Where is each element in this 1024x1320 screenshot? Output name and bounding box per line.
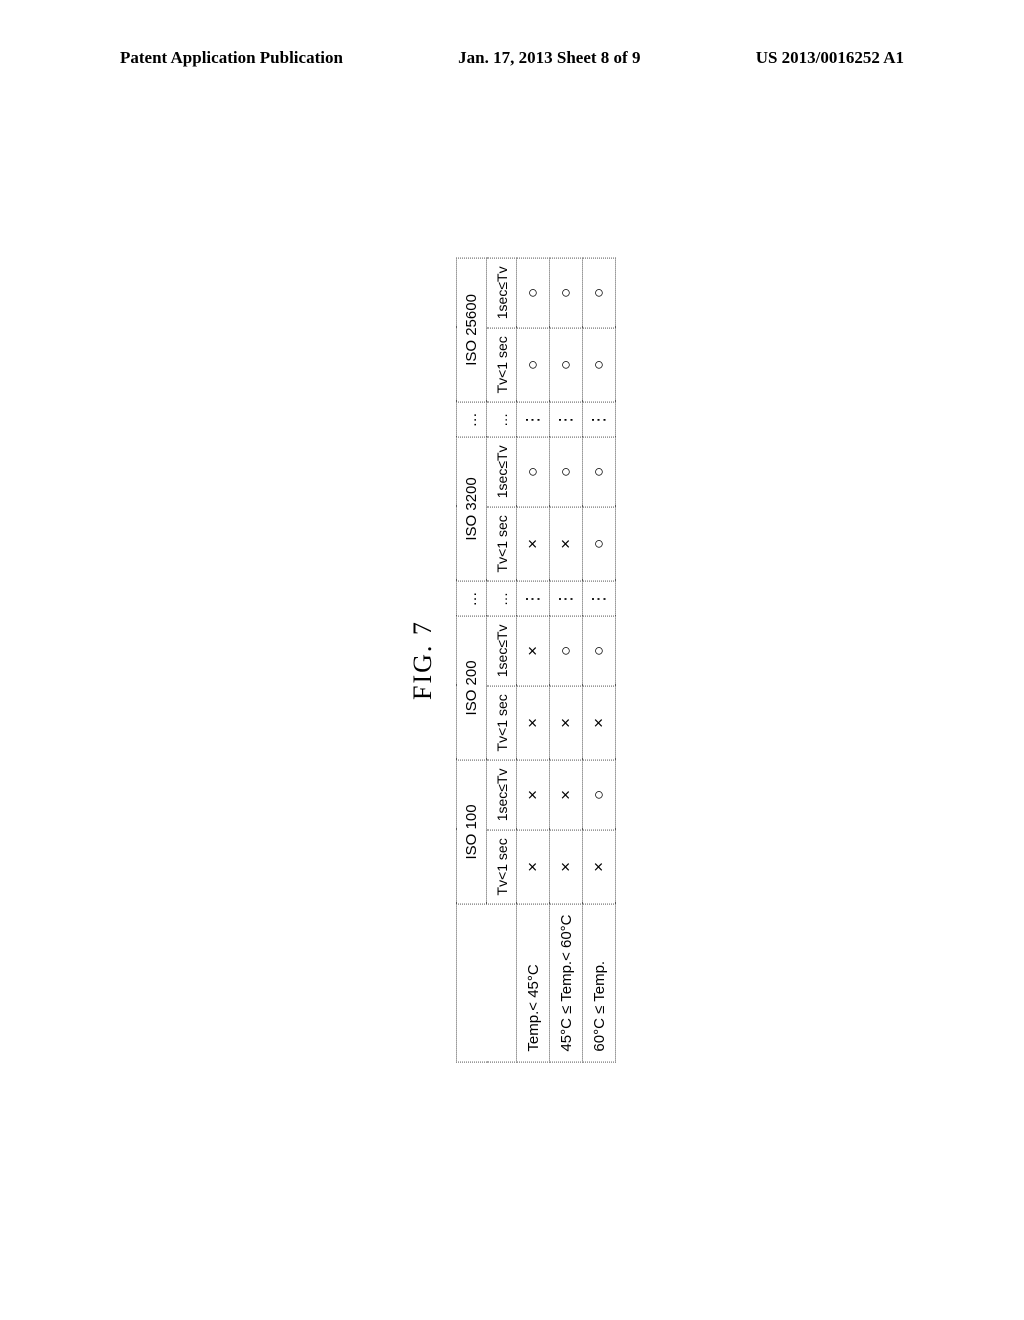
tv-header-ellipsis: … [487,581,517,616]
cell: ○ [517,328,550,402]
data-table: ISO 100 ISO 200 … ISO 3200 … ISO 25600 T… [456,257,616,1062]
iso-header-ellipsis: … [457,581,487,616]
cell-ellipsis: ⋮ [517,402,550,437]
cell: × [583,830,616,904]
cell: ○ [583,507,616,581]
tv-header: Tv<1 sec [487,328,517,402]
tv-header: Tv<1 sec [487,830,517,904]
tv-header: Tv<1 sec [487,686,517,760]
cell-ellipsis: ⋮ [517,581,550,616]
cell: ○ [517,258,550,328]
table-row: 60°C ≤ Temp. × ○ × ○ ⋮ ○ ○ ⋮ ○ ○ [583,258,616,1062]
page-header: Patent Application Publication Jan. 17, … [0,48,1024,68]
iso-header: ISO 25600 [457,258,487,402]
corner-cell [457,904,517,1062]
iso-header-ellipsis: … [457,402,487,437]
iso-header-row: ISO 100 ISO 200 … ISO 3200 … ISO 25600 [457,258,487,1062]
iso-header: ISO 100 [457,760,487,904]
table-row: 45°C ≤ Temp.< 60°C × × × ○ ⋮ × ○ ⋮ ○ ○ [550,258,583,1062]
tv-header: Tv<1 sec [487,507,517,581]
cell: ○ [550,616,583,686]
tv-header: 1sec≤Tv [487,258,517,328]
header-center: Jan. 17, 2013 Sheet 8 of 9 [458,48,640,68]
figure-label: FIG. 7 [408,257,438,1062]
tv-header-ellipsis: … [487,402,517,437]
cell: ○ [583,760,616,830]
cell-ellipsis: ⋮ [583,402,616,437]
cell-ellipsis: ⋮ [550,581,583,616]
header-left: Patent Application Publication [120,48,343,68]
cell: × [550,686,583,760]
header-right: US 2013/0016252 A1 [756,48,904,68]
cell: ○ [583,437,616,507]
cell-ellipsis: ⋮ [583,581,616,616]
cell: ○ [583,616,616,686]
row-label: 60°C ≤ Temp. [583,904,616,1062]
cell: ○ [583,328,616,402]
cell: × [550,507,583,581]
tv-header: 1sec≤Tv [487,616,517,686]
cell: ○ [550,258,583,328]
cell: ○ [550,437,583,507]
cell: × [550,830,583,904]
cell: × [517,760,550,830]
cell-ellipsis: ⋮ [550,402,583,437]
cell: × [517,830,550,904]
tv-header: 1sec≤Tv [487,760,517,830]
cell: × [583,686,616,760]
figure-container: FIG. 7 ISO 100 ISO 200 … ISO 3200 … ISO … [408,257,616,1062]
cell: ○ [517,437,550,507]
row-label: 45°C ≤ Temp.< 60°C [550,904,583,1062]
cell: × [550,760,583,830]
iso-header: ISO 3200 [457,437,487,581]
cell: × [517,507,550,581]
row-label: Temp.< 45°C [517,904,550,1062]
table-row: Temp.< 45°C × × × × ⋮ × ○ ⋮ ○ ○ [517,258,550,1062]
cell: ○ [583,258,616,328]
cell: ○ [550,328,583,402]
cell: × [517,616,550,686]
iso-header: ISO 200 [457,616,487,760]
tv-header: 1sec≤Tv [487,437,517,507]
cell: × [517,686,550,760]
